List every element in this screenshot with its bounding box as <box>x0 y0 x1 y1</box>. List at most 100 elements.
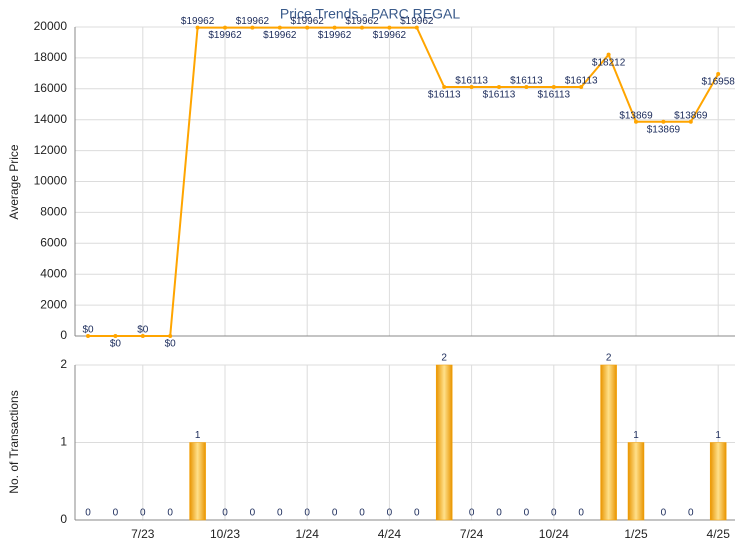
value-label: $16113 <box>565 76 598 87</box>
value-label: $16113 <box>483 90 516 101</box>
value-label: $16958 <box>702 77 736 88</box>
y-tick-label: 10000 <box>34 174 68 188</box>
y-tick-label: 6000 <box>40 235 67 249</box>
value-label: $19962 <box>345 16 379 27</box>
y-tick-label: 0 <box>60 328 67 342</box>
bar <box>189 442 206 521</box>
y-tick-label: 2000 <box>40 297 67 311</box>
value-label: $19962 <box>263 30 297 41</box>
point <box>113 334 118 338</box>
value-label: $0 <box>165 339 177 350</box>
value-label: $16113 <box>537 90 570 101</box>
x-tick-label: 1/25 <box>624 527 648 541</box>
value-label: 0 <box>140 508 146 519</box>
price-line <box>88 26 720 337</box>
value-label: 0 <box>661 508 667 519</box>
bar <box>627 442 645 521</box>
x-tick-label: 7/23 <box>131 527 155 541</box>
value-label: 0 <box>113 508 119 519</box>
value-label: 2 <box>606 353 612 364</box>
value-label: 0 <box>85 508 91 519</box>
value-label: $13869 <box>674 110 708 121</box>
point <box>469 85 474 90</box>
x-tick-label: 4/24 <box>378 527 402 541</box>
point <box>277 25 282 30</box>
value-label: $16113 <box>455 76 488 87</box>
value-label: $19962 <box>181 16 215 27</box>
value-label: 0 <box>167 508 173 519</box>
value-label: $16113 <box>510 76 543 87</box>
value-label: 0 <box>469 508 475 519</box>
value-label: $19962 <box>400 16 434 27</box>
point <box>195 25 200 30</box>
value-label: $18212 <box>592 57 626 68</box>
value-label: $19962 <box>236 16 270 27</box>
point <box>661 119 666 124</box>
value-label: 0 <box>578 508 584 519</box>
value-label: $0 <box>137 325 149 336</box>
point <box>168 334 173 338</box>
x-tick-label: 10/24 <box>539 527 569 541</box>
y-tick-label: 0 <box>60 512 67 526</box>
x-tick-label: 4/25 <box>707 527 731 541</box>
value-label: $19962 <box>373 30 407 41</box>
point <box>387 25 392 30</box>
x-tick-label: 1/24 <box>296 527 320 541</box>
x-tick-label: 7/24 <box>460 527 484 541</box>
value-label: 0 <box>387 508 393 519</box>
y-tick-label: 4000 <box>40 266 67 280</box>
point <box>497 85 501 90</box>
value-label: $19962 <box>318 30 352 41</box>
value-label: 1 <box>633 430 639 441</box>
bar <box>435 364 453 521</box>
y-tick-label: 14000 <box>34 112 68 126</box>
value-label: $13869 <box>647 124 681 135</box>
y-tick-label: 1 <box>60 435 67 449</box>
value-label: $0 <box>82 325 94 336</box>
point <box>442 85 447 90</box>
value-label: 1 <box>715 430 721 441</box>
value-label: 0 <box>688 508 694 519</box>
value-label: 0 <box>222 508 228 519</box>
y-tick-label: 16000 <box>34 81 68 95</box>
value-label: $13869 <box>619 110 653 121</box>
y-axis-label: No. of Transactions <box>7 390 21 493</box>
point <box>360 25 364 30</box>
value-label: $19962 <box>291 16 325 27</box>
bar <box>600 364 617 521</box>
y-tick-label: 12000 <box>34 143 68 157</box>
point <box>305 25 310 30</box>
value-label: $19962 <box>208 30 242 41</box>
point <box>140 334 145 338</box>
y-tick-label: 8000 <box>40 205 67 219</box>
value-label: 1 <box>195 430 201 441</box>
point <box>524 85 529 90</box>
value-label: 0 <box>359 508 365 519</box>
point <box>414 25 419 30</box>
point <box>579 85 584 90</box>
point <box>551 85 556 90</box>
value-label: 0 <box>332 508 338 519</box>
y-tick-label: 2 <box>60 357 67 371</box>
value-label: 0 <box>304 508 310 519</box>
point <box>86 334 90 338</box>
value-label: $16113 <box>428 90 461 101</box>
value-label: 0 <box>551 508 557 519</box>
value-label: $0 <box>110 339 122 350</box>
y-tick-label: 20000 <box>34 19 68 33</box>
chart-title: Price Trends - PARC REGAL <box>280 6 460 22</box>
value-label: 2 <box>441 353 447 364</box>
y-axis-label: Average Price <box>7 144 21 219</box>
point <box>634 119 638 124</box>
value-label: 0 <box>277 508 283 519</box>
value-label: 0 <box>496 508 502 519</box>
value-label: 0 <box>250 508 256 519</box>
x-tick-label: 10/23 <box>210 527 240 541</box>
y-tick-label: 18000 <box>34 50 68 64</box>
point <box>688 119 693 124</box>
point <box>716 71 721 76</box>
point <box>332 25 337 30</box>
value-label: 0 <box>414 508 420 519</box>
value-label: 0 <box>524 508 530 519</box>
point <box>250 25 255 30</box>
